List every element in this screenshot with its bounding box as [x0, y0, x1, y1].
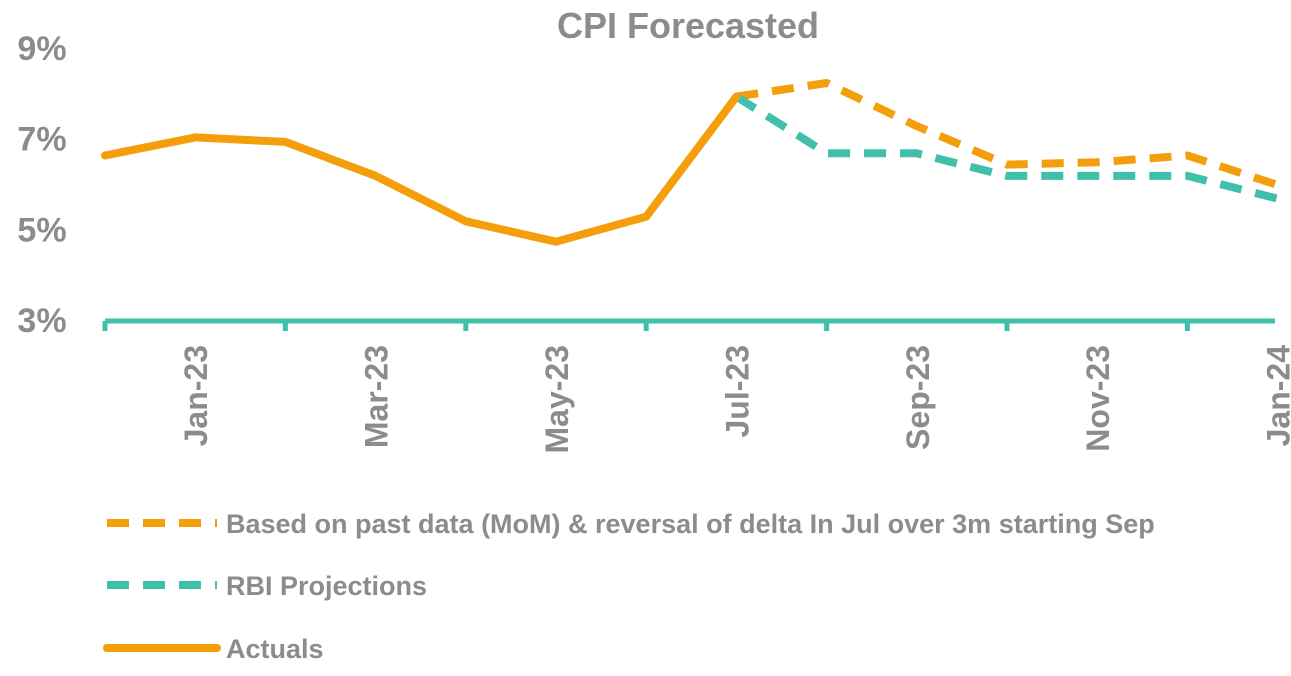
x-tick-label: Nov-23 — [1080, 345, 1116, 452]
x-tick-label: May-23 — [539, 345, 575, 454]
y-tick-label: 5% — [17, 211, 66, 249]
y-tick-label: 3% — [17, 302, 66, 340]
series-line-rbi-projections — [734, 93, 1279, 203]
legend-label: Actuals — [226, 634, 324, 664]
chart-title: CPI Forecasted — [557, 5, 819, 46]
series-lines — [101, 79, 1279, 246]
series-line-based-on-past-data-mom-reversal-of-delta-in-jul-over-3m-starting-sep — [735, 79, 1279, 189]
x-axis-tick-labels: Jan-23 Mar-23 May-23 Jul-23 Sep-23 Nov-23 Jan-… — [178, 345, 1291, 454]
y-axis-tick-labels: 9% 7% 5% 3% — [17, 30, 66, 340]
legend: Based on past data (MoM) & reversal of d… — [103, 509, 1155, 664]
legend-label: Based on past data (MoM) & reversal of d… — [226, 509, 1155, 539]
x-tick-label: Sep-23 — [900, 345, 936, 450]
y-tick-label: 7% — [17, 121, 66, 159]
x-tick-label: Jan-24 — [1261, 345, 1291, 447]
legend-label: RBI Projections — [226, 571, 427, 601]
x-tick-label: Mar-23 — [359, 345, 395, 448]
series-line-actuals — [101, 92, 741, 246]
y-tick-label: 9% — [17, 30, 66, 68]
x-tick-label: Jan-23 — [178, 345, 214, 446]
x-axis — [102, 318, 1275, 331]
x-tick-label: Jul-23 — [719, 345, 755, 437]
